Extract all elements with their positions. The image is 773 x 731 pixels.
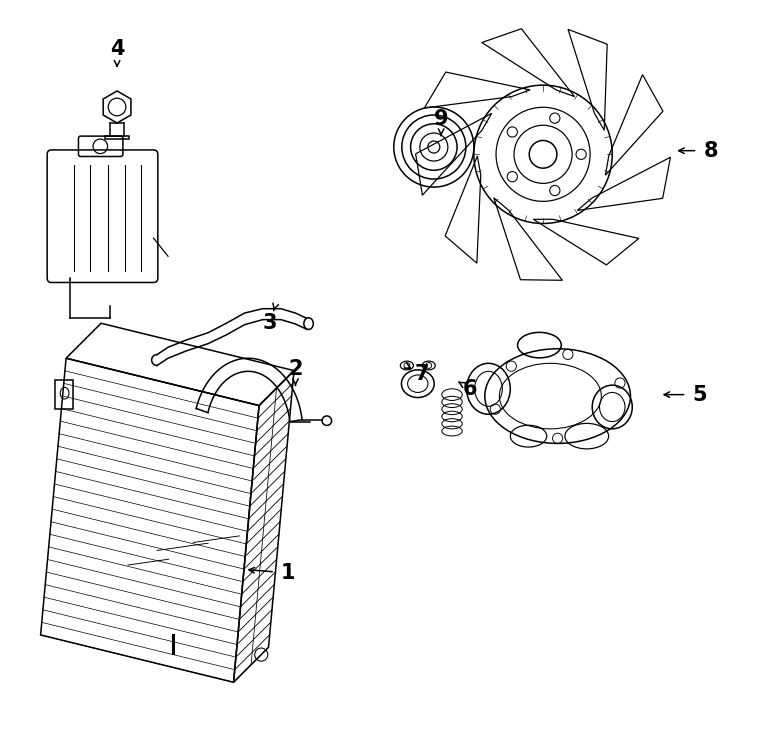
Text: 9: 9	[434, 110, 448, 129]
Text: 2: 2	[288, 359, 303, 379]
Text: 6: 6	[463, 379, 478, 399]
Text: 5: 5	[693, 385, 707, 405]
Text: 7: 7	[414, 364, 429, 385]
Text: 8: 8	[703, 140, 718, 161]
Text: 1: 1	[281, 563, 295, 583]
Text: 4: 4	[110, 39, 124, 58]
Text: 3: 3	[263, 314, 278, 333]
